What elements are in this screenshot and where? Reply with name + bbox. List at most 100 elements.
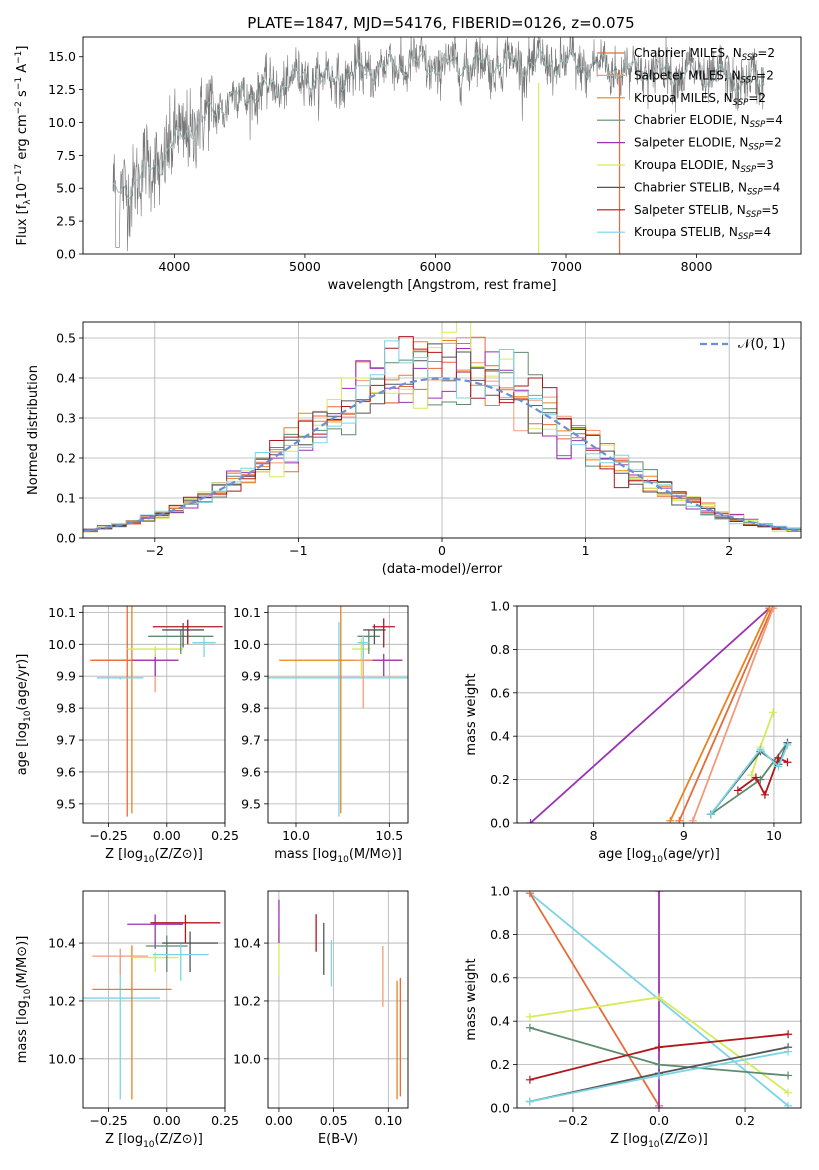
- label-part: mass [log: [15, 1000, 30, 1063]
- label-part: age [log: [598, 847, 651, 862]
- legend-entry: Kroupa MILES, NSSP=2: [634, 91, 766, 108]
- legend-count: =2: [748, 91, 766, 105]
- x-tick-label: 0.00: [265, 1113, 293, 1128]
- data-spectrum-line: [112, 37, 765, 252]
- axes-frame: [516, 890, 802, 1109]
- y-axis-label: age [log10(age/yr)]: [15, 654, 33, 776]
- y-tick-label: 10.2: [233, 993, 261, 1008]
- weight-marker: [784, 1101, 793, 1108]
- y-tick-label: 0.0: [56, 247, 76, 262]
- plot-area: [517, 891, 801, 1108]
- y-tick-label: 10.4: [48, 936, 76, 951]
- x-axis-label: E(B-V): [318, 1132, 358, 1147]
- weight-line: [710, 742, 789, 815]
- y-tick-label: 0.2: [490, 772, 510, 787]
- y-tick-label: 0.0: [490, 1101, 510, 1116]
- label-subscript: 10: [651, 855, 663, 865]
- label-subscript: 10: [143, 855, 155, 865]
- x-tick-label: 0.2: [735, 1113, 755, 1128]
- legend-count: =2: [764, 136, 782, 150]
- y-tick-label: 12.5: [48, 82, 76, 97]
- y-tick-label: 10.2: [48, 993, 76, 1008]
- weight-marker: [526, 819, 535, 823]
- weight-marker: [688, 816, 697, 823]
- x-tick-label: 4000: [158, 259, 190, 274]
- weight-marker: [769, 606, 778, 613]
- label-part: mass weight: [464, 673, 479, 755]
- y-tick-label: 10.0: [233, 1051, 261, 1066]
- x-tick-label: 0.10: [374, 1113, 402, 1128]
- weight-marker: [655, 1060, 663, 1069]
- legend-entry: Chabrier MILES, NSSP=2: [634, 46, 775, 63]
- x-axis-label: mass [log10(M/M⊙)]: [274, 847, 402, 865]
- x-tick-label: −0.2: [558, 1113, 588, 1128]
- y-tick-label: 0.8: [490, 927, 510, 942]
- legend-entry: Kroupa STELIB, NSSP=4: [634, 225, 771, 242]
- x-tick-label: 5000: [289, 259, 321, 274]
- weight-marker: [784, 1088, 793, 1097]
- legend-count: =2: [757, 46, 775, 60]
- panels: 4000 5000 6000 7000 80000.02.55.07.510.012.5…: [14, 36, 802, 1150]
- x-tick-label: 0.05: [320, 1113, 348, 1128]
- y-tick-label: 7.5: [56, 148, 76, 163]
- y-tick-label: 0.0: [490, 816, 510, 831]
- weight-marker: [784, 1030, 793, 1039]
- label-part: (age/yr)]: [663, 847, 720, 862]
- label-subscript: 10: [23, 988, 33, 1000]
- y-tick-label: 0.1: [56, 491, 76, 506]
- weight-marker: [774, 753, 783, 762]
- weight-marker: [774, 762, 783, 771]
- y-tick-label: 9.9: [241, 669, 261, 684]
- y-tick-label: 10.0: [233, 637, 261, 652]
- x-axis-label: Z [log10(Z/Z⊙)]: [610, 1132, 708, 1150]
- axes-frame: [82, 321, 802, 539]
- label-part: (age/yr)]: [15, 654, 30, 711]
- label-part: mass [log: [274, 847, 337, 862]
- weight-marker: [655, 1071, 663, 1080]
- y-tick-label: 10.0: [48, 637, 76, 652]
- y-tick-label: 9.5: [241, 796, 261, 811]
- label-part: (Z/Z⊙)]: [155, 1132, 203, 1147]
- legend-subscript: SSP: [741, 75, 757, 85]
- x-tick-label: 6000: [420, 259, 452, 274]
- label-part: ]: [15, 46, 30, 51]
- normal-curve: [83, 377, 801, 533]
- y-tick-label: 9.6: [241, 764, 261, 779]
- plot-area: [268, 891, 408, 1108]
- y-tick-label: 10.4: [233, 936, 261, 951]
- y-tick-label: 9.8: [56, 701, 76, 716]
- legend-entry: Salpeter STELIB, NSSP=5: [634, 203, 779, 220]
- legend-subscript: SSP: [742, 53, 758, 63]
- x-axis-label: Z [log10(Z/Z⊙)]: [105, 1132, 203, 1150]
- weight-line: [529, 607, 771, 823]
- weight-marker: [783, 740, 792, 749]
- label-part: (data-model)/error: [382, 562, 503, 577]
- legend-subscript: SSP: [750, 120, 766, 130]
- weight-marker: [525, 1012, 534, 1021]
- axes-frame: [516, 605, 802, 824]
- y-tick-label: 10.0: [48, 1051, 76, 1066]
- legend-label: Kroupa MILES, N: [634, 91, 733, 105]
- axes-frame: [267, 605, 409, 824]
- y-axis-label: Normed distribution: [26, 365, 41, 495]
- y-tick-label: 0.2: [56, 451, 76, 466]
- x-tick-label: 1: [582, 543, 590, 558]
- y-tick-label: 9.7: [241, 733, 261, 748]
- label-part: λ: [23, 199, 33, 205]
- plot-area: [83, 891, 225, 1108]
- legend-subscript: SSP: [747, 187, 763, 197]
- legend-label: Salpeter STELIB, N: [634, 203, 746, 217]
- x-tick-label: 8: [590, 828, 598, 843]
- x-axis-label: Z [log10(Z/Z⊙)]: [105, 847, 203, 865]
- weight-marker: [769, 708, 778, 717]
- weight-marker: [783, 758, 792, 767]
- y-tick-label: 15.0: [48, 49, 76, 64]
- x-tick-label: 8000: [681, 259, 713, 274]
- weight-line: [710, 744, 789, 815]
- y-axis-label: mass weight: [464, 958, 479, 1040]
- y-axis-label: mass weight: [464, 673, 479, 755]
- y-tick-label: 9.5: [56, 796, 76, 811]
- plot-area: [268, 606, 408, 823]
